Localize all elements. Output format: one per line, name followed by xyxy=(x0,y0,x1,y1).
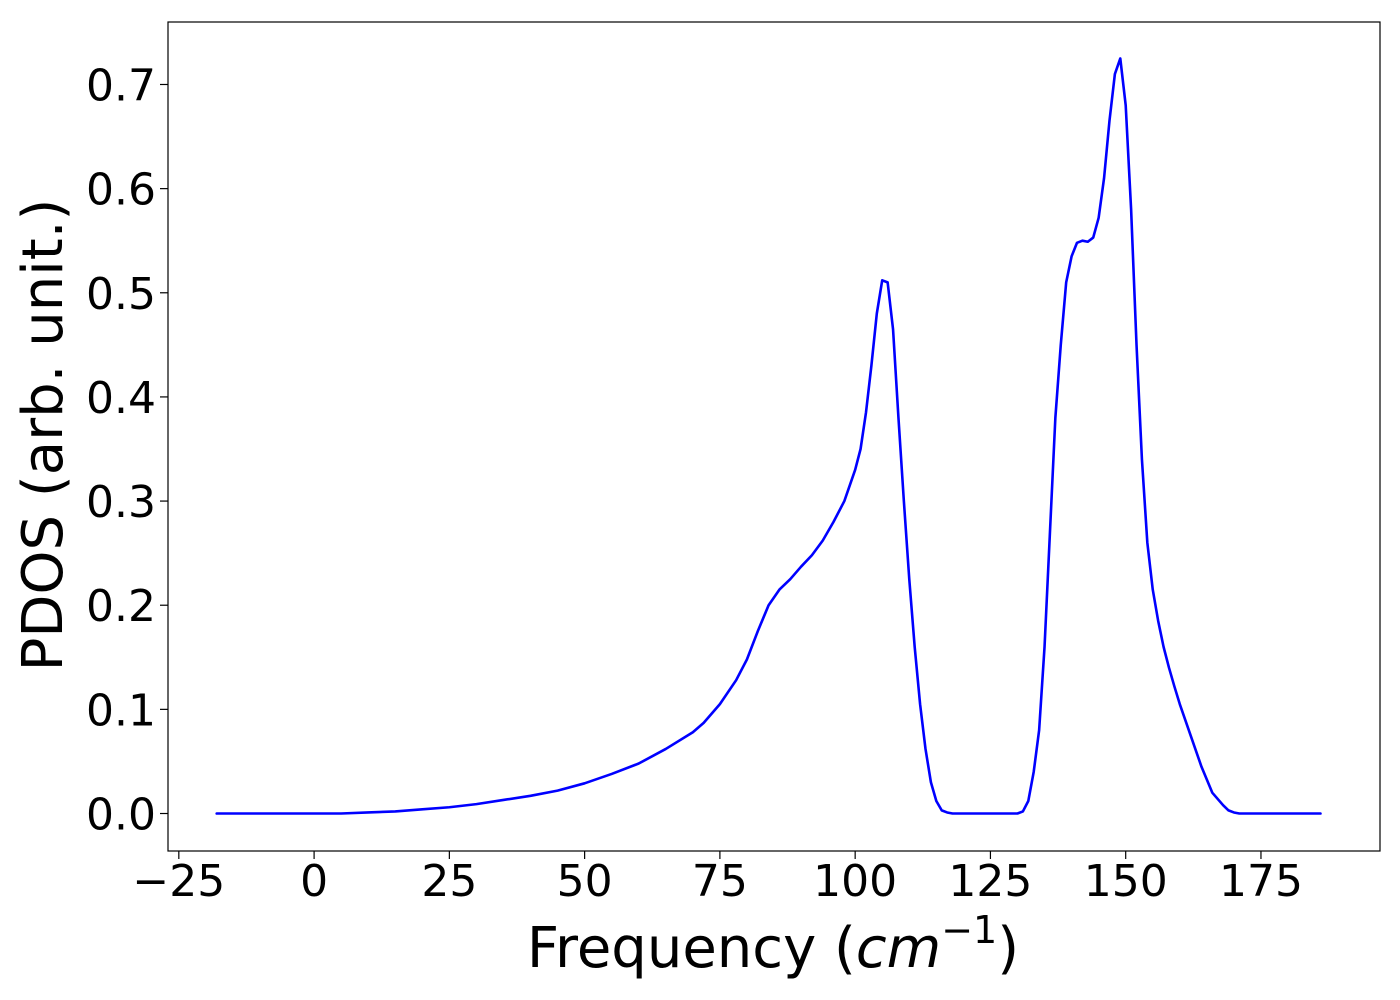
x-axis-label: Frequency (cm−1) xyxy=(527,908,1019,981)
x-tick-label: 175 xyxy=(1219,856,1303,907)
y-axis-label: PDOS (arb. unit.) xyxy=(11,199,76,672)
x-axis-label-close: ) xyxy=(997,916,1019,981)
x-tick-label: 0 xyxy=(300,856,328,907)
x-axis-ticks: −25 0 25 50 75 100 125 150 175 xyxy=(132,851,1303,907)
y-tick-label: 0.1 xyxy=(86,685,156,736)
y-tick-label: 0.5 xyxy=(86,269,156,320)
x-axis-label-text: Frequency ( xyxy=(527,916,856,981)
y-tick-label: 0.3 xyxy=(86,477,156,528)
y-tick-label: 0.0 xyxy=(86,790,156,841)
y-axis-ticks: 0.0 0.1 0.2 0.3 0.4 0.5 0.6 0.7 xyxy=(86,60,168,841)
y-tick-label: 0.7 xyxy=(86,60,156,111)
plot-frame xyxy=(167,21,1381,852)
x-tick-label: 75 xyxy=(692,856,748,907)
x-axis-label-exponent: −1 xyxy=(941,908,997,952)
x-tick-label: 100 xyxy=(813,856,897,907)
pdos-series-line xyxy=(215,57,1322,815)
x-tick-label: 25 xyxy=(421,856,477,907)
x-axis-label-math: cm xyxy=(856,916,941,981)
y-tick-label: 0.2 xyxy=(86,581,156,632)
x-tick-label: 125 xyxy=(948,856,1032,907)
x-tick-label: 50 xyxy=(557,856,613,907)
x-tick-label: 150 xyxy=(1084,856,1168,907)
y-tick-label: 0.6 xyxy=(86,165,156,216)
y-tick-label: 0.4 xyxy=(86,373,156,424)
x-tick-label: −25 xyxy=(132,856,225,907)
